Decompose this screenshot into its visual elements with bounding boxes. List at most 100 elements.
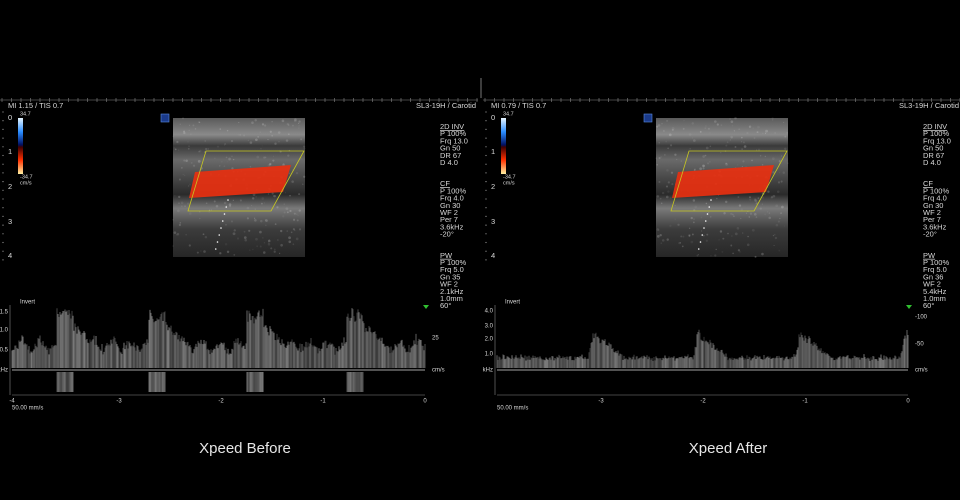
speckle — [254, 208, 256, 210]
doppler-left-label: 1.0 — [485, 352, 494, 358]
settings-item: Gn 30 — [440, 201, 460, 210]
settings-title: CF — [923, 179, 933, 188]
doppler-right-label: -100 — [915, 315, 928, 321]
speckle — [729, 139, 731, 141]
settings-item: P 100% — [440, 186, 466, 195]
speckle — [702, 234, 705, 237]
speckle — [746, 243, 750, 247]
speckle — [771, 157, 775, 161]
speckle — [183, 132, 185, 134]
speckle — [267, 193, 270, 195]
speckle — [768, 216, 771, 220]
speckle — [716, 123, 719, 126]
speckle — [286, 122, 289, 126]
speckle — [715, 248, 717, 251]
speckle — [754, 255, 757, 258]
speckle — [730, 244, 733, 247]
settings-item: 1.0mm — [923, 294, 946, 303]
speckle — [781, 155, 783, 157]
speckle — [233, 229, 236, 232]
speckle — [176, 140, 179, 144]
speckle — [747, 235, 749, 238]
speckle — [203, 250, 206, 253]
cursor-dot — [704, 220, 707, 222]
speckle — [741, 232, 744, 234]
settings-item: Frq 5.0 — [923, 265, 947, 274]
speckle — [767, 190, 770, 193]
speckle — [268, 239, 270, 241]
time-label: -4 — [9, 399, 15, 405]
speckle — [187, 141, 189, 143]
speckle — [761, 252, 764, 256]
speckle — [666, 238, 669, 241]
speckle — [219, 128, 222, 130]
speckle — [720, 151, 722, 154]
speckle — [263, 202, 265, 204]
cursor-dot — [710, 199, 712, 201]
depth-dot — [2, 181, 4, 183]
speckle — [710, 216, 712, 218]
speckle — [298, 125, 300, 127]
depth-label: 3 — [491, 217, 495, 226]
speckle — [737, 249, 741, 252]
speckle — [288, 124, 290, 126]
depth-dot — [2, 224, 4, 226]
settings-item: WF 2 — [440, 280, 458, 289]
depth-dot — [2, 207, 4, 209]
speckle — [303, 175, 306, 178]
speckle — [749, 198, 752, 201]
settings-item: Gn 35 — [440, 272, 460, 281]
speckle — [239, 199, 242, 202]
depth-dot — [2, 154, 4, 157]
speckle — [688, 235, 691, 237]
speckle — [252, 248, 254, 251]
speckle — [188, 244, 191, 247]
settings-item: DR 67 — [923, 151, 944, 160]
speckle — [748, 216, 751, 218]
speckle — [224, 143, 227, 146]
speckle — [278, 141, 280, 143]
speckle — [756, 131, 759, 134]
speckle — [658, 142, 660, 144]
speckle — [228, 203, 232, 206]
speckle — [688, 133, 692, 136]
speckle — [778, 160, 781, 163]
depth-dot — [2, 120, 4, 122]
speckle — [271, 135, 273, 137]
speckle — [780, 180, 783, 183]
speckle — [298, 193, 301, 196]
speckle — [775, 223, 779, 227]
speckle — [252, 197, 255, 200]
speckle — [224, 144, 226, 146]
speckle — [289, 195, 291, 197]
speckle — [223, 201, 227, 205]
settings-item: Gn 30 — [923, 201, 943, 210]
speckle — [297, 214, 299, 216]
speckle — [680, 160, 683, 162]
speckle — [246, 206, 250, 210]
settings-item: P 100% — [923, 186, 949, 195]
speckle — [733, 130, 736, 132]
speckle — [273, 250, 276, 253]
depth-label: 0 — [491, 113, 495, 122]
speckle — [199, 149, 202, 153]
speckle — [730, 135, 734, 139]
doppler-left-label: 1.0 — [0, 328, 9, 334]
speckle — [665, 195, 669, 199]
speckle — [259, 131, 261, 133]
speckle — [742, 160, 745, 163]
speckle — [783, 121, 785, 124]
speckle — [303, 145, 306, 148]
speckle — [670, 144, 673, 147]
settings-item: 2.1kHz — [440, 287, 464, 296]
settings-item: WF 2 — [440, 208, 458, 217]
speckle — [187, 147, 190, 150]
speckle — [674, 153, 677, 156]
speckle — [267, 242, 271, 246]
depth-label: 1 — [8, 147, 12, 156]
speckle — [748, 196, 751, 199]
speckle — [671, 183, 674, 186]
speckle — [666, 169, 669, 172]
speckle — [770, 196, 774, 199]
